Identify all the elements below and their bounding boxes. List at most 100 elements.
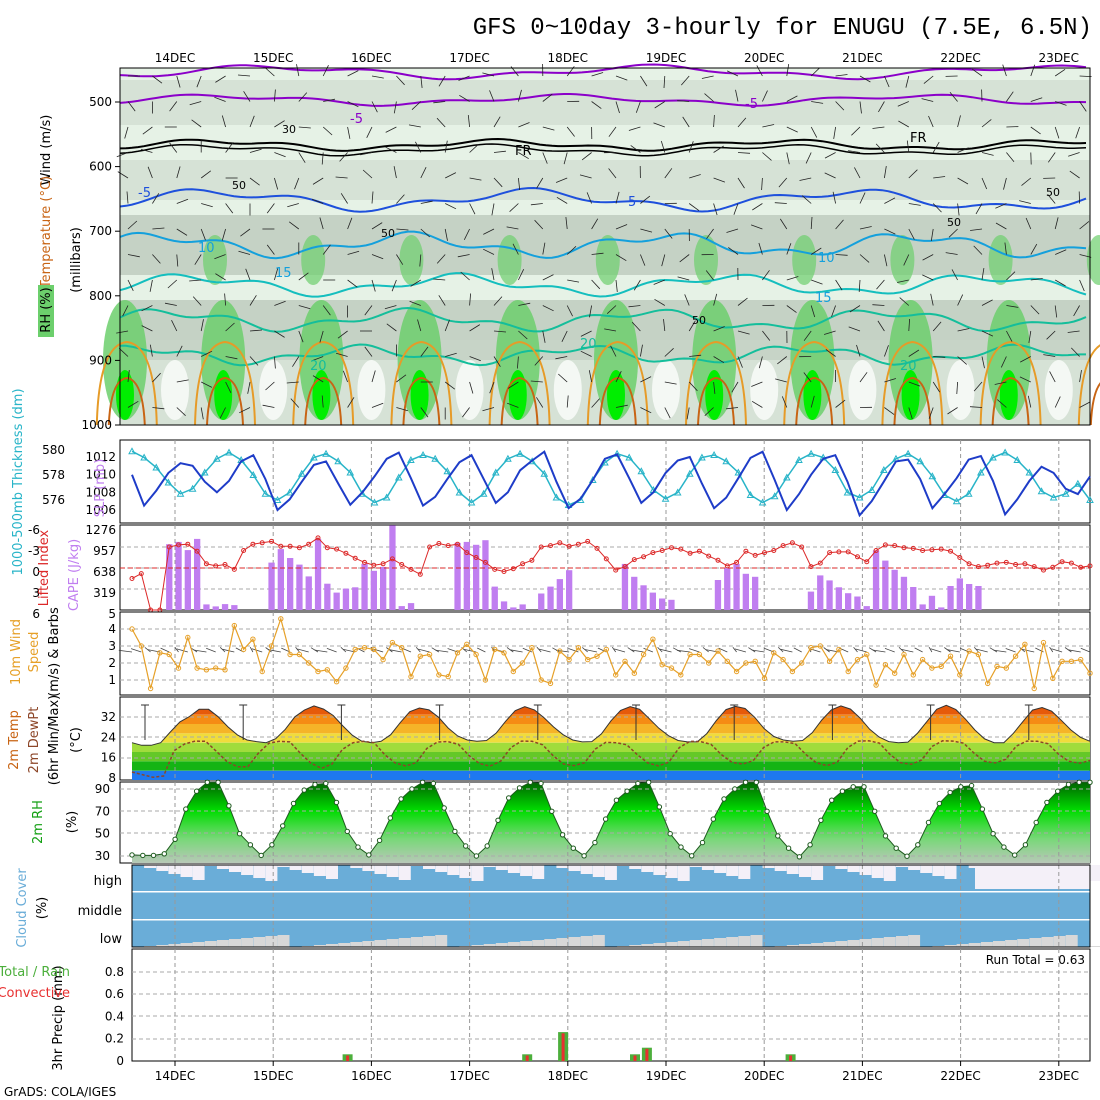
low-cloud-patch	[544, 939, 557, 947]
wind-speed-point	[668, 665, 675, 671]
wind-barb	[1079, 370, 1082, 383]
rh-contour-label: 50	[947, 216, 961, 229]
wind-barb	[335, 352, 348, 357]
lifted-index-point	[780, 543, 786, 549]
wind-barb	[141, 325, 153, 332]
wind-speed-point	[138, 643, 145, 649]
ylabel-wind10m-3: (m/s) & Barbs	[47, 607, 62, 697]
wind-barb	[438, 295, 446, 306]
wind-barb	[149, 279, 153, 292]
wind-barb	[493, 177, 503, 188]
wind-barb	[921, 98, 934, 102]
wind-barb	[364, 305, 373, 316]
wind-barb	[147, 166, 153, 179]
rh-point	[150, 852, 157, 859]
wind-barb	[152, 193, 160, 204]
low-cloud-patch	[507, 942, 520, 947]
wind-barb	[803, 330, 812, 341]
cape-bar	[203, 604, 210, 610]
wind-barb	[274, 177, 279, 190]
wind-barb	[591, 279, 601, 290]
low-cloud-patch	[1065, 935, 1078, 947]
wind-barb	[298, 126, 311, 129]
rh-point	[1001, 844, 1007, 850]
wind-barb	[908, 203, 921, 206]
thickness-point	[443, 467, 452, 475]
wind-speed-point	[715, 648, 721, 654]
wind-barb	[701, 75, 714, 79]
low-cloud-patch	[241, 938, 254, 947]
cape-bar	[566, 570, 573, 610]
thickness-point	[516, 449, 524, 457]
cape-bar	[352, 587, 359, 610]
wind-barb	[884, 166, 887, 179]
wind-barb	[810, 126, 818, 138]
wind-barb	[654, 298, 666, 306]
wind-barb	[444, 140, 448, 153]
rh-point	[656, 804, 663, 810]
thickness-point	[1086, 495, 1094, 503]
wind-barb	[311, 356, 324, 362]
wind-barb	[859, 226, 872, 230]
ylabel-precip-total: Total / Rain	[0, 965, 70, 980]
wind-speed-point	[1003, 665, 1009, 671]
wind-barb	[193, 649, 207, 653]
ylabel-wind: Wind (m/s)	[39, 115, 54, 186]
wind-speed-point	[147, 685, 154, 692]
rh-saturated-core	[901, 370, 920, 420]
wind-barb	[713, 356, 725, 364]
wind-barb	[975, 203, 983, 215]
wind-barb	[489, 381, 495, 394]
wind-barb	[1030, 97, 1043, 102]
wind-barb	[1030, 305, 1040, 315]
wind-barb	[1030, 243, 1038, 255]
wind-barb	[713, 114, 715, 128]
wind-speed-point	[454, 650, 461, 656]
wind-barb	[640, 344, 643, 357]
thickness-point	[722, 457, 731, 465]
cape-bar	[956, 578, 963, 610]
rh-point	[667, 831, 673, 837]
wind-barb	[214, 254, 226, 260]
lifted-index-point	[492, 566, 498, 572]
cape-bar	[538, 593, 545, 610]
wind-barb	[611, 646, 617, 653]
wind-barb	[536, 397, 544, 408]
low-cloud-patch	[944, 945, 957, 947]
wind-barb	[906, 140, 910, 153]
low-cloud-patch	[883, 937, 896, 947]
wind-barb	[225, 203, 234, 214]
wind-barb	[898, 120, 909, 128]
wind-barb	[751, 381, 763, 387]
low-cloud-patch	[326, 944, 338, 947]
wind-barb	[118, 649, 133, 653]
wind-barb	[567, 279, 580, 283]
thickness-point	[685, 469, 694, 477]
precip-convective-bar	[645, 1048, 649, 1061]
wind-speed-point	[1031, 685, 1037, 692]
thickness-point	[1001, 448, 1009, 456]
wind-barb	[445, 352, 457, 357]
wind-barb	[756, 65, 763, 77]
hot-dome-contour	[893, 376, 932, 426]
cape-bar	[659, 598, 666, 610]
wind-barb	[677, 100, 690, 102]
lifted-index-point	[203, 561, 209, 567]
lifted-index-point	[129, 576, 135, 581]
cape-bar	[287, 558, 294, 610]
wind-barb	[981, 330, 994, 337]
rh-point	[333, 799, 340, 806]
chart-title: GFS 0~10day 3-hourly for ENUGU (7.5E, 6.…	[473, 15, 1092, 42]
lifted-index-point	[669, 545, 674, 551]
cloud-layer-divider	[132, 919, 1090, 921]
low-cloud-patch	[350, 942, 363, 947]
low-cloud-patch	[956, 944, 969, 947]
wind-barb	[458, 75, 470, 81]
wind-barb	[1002, 64, 1007, 77]
lifted-index-point	[836, 549, 842, 555]
thickness-point	[176, 489, 185, 497]
wind-speed-point	[417, 653, 423, 659]
rh-point	[882, 833, 889, 839]
rh-point	[172, 836, 178, 842]
wind-barb	[266, 244, 275, 255]
